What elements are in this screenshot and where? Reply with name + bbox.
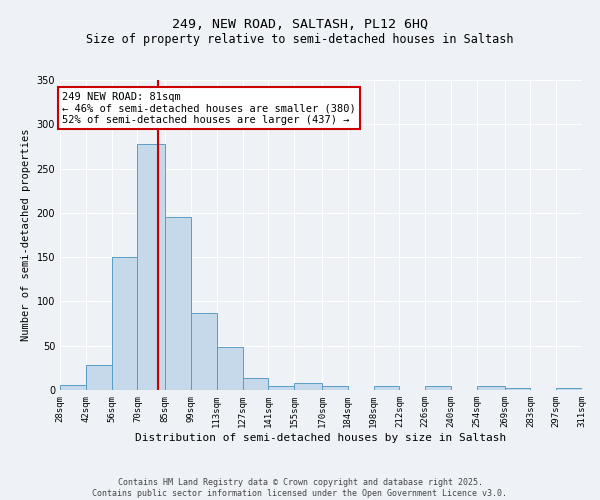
Bar <box>425 386 451 390</box>
Bar <box>137 144 165 390</box>
Bar <box>165 218 191 390</box>
Bar <box>112 257 137 390</box>
Bar <box>477 386 505 390</box>
Bar <box>556 388 582 390</box>
Bar <box>60 384 86 390</box>
Bar <box>374 386 400 390</box>
Bar <box>86 365 112 390</box>
Bar <box>242 378 268 390</box>
Bar <box>505 388 530 390</box>
Bar <box>191 313 217 390</box>
Text: Contains HM Land Registry data © Crown copyright and database right 2025.
Contai: Contains HM Land Registry data © Crown c… <box>92 478 508 498</box>
X-axis label: Distribution of semi-detached houses by size in Saltash: Distribution of semi-detached houses by … <box>136 432 506 442</box>
Text: 249, NEW ROAD, SALTASH, PL12 6HQ: 249, NEW ROAD, SALTASH, PL12 6HQ <box>172 18 428 30</box>
Bar <box>268 386 294 390</box>
Text: 249 NEW ROAD: 81sqm
← 46% of semi-detached houses are smaller (380)
52% of semi-: 249 NEW ROAD: 81sqm ← 46% of semi-detach… <box>62 92 356 124</box>
Text: Size of property relative to semi-detached houses in Saltash: Size of property relative to semi-detach… <box>86 32 514 46</box>
Y-axis label: Number of semi-detached properties: Number of semi-detached properties <box>21 128 31 341</box>
Bar <box>322 386 348 390</box>
Bar <box>217 348 242 390</box>
Bar <box>294 383 322 390</box>
